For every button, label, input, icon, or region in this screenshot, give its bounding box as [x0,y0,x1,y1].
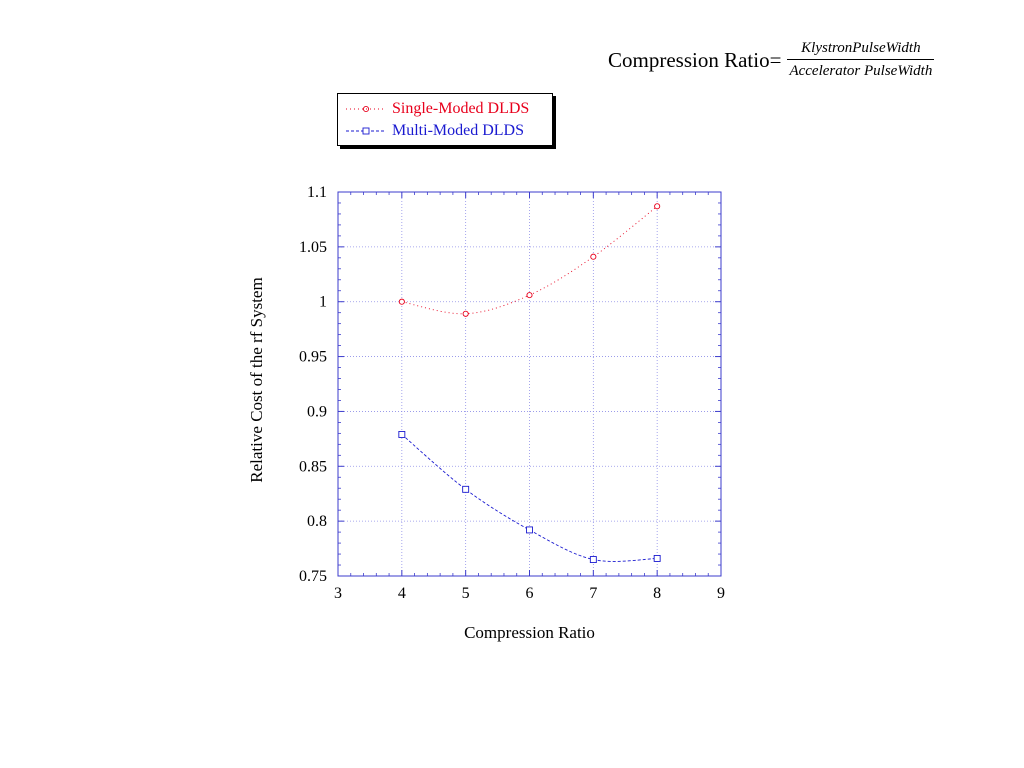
axis-ticks [337,191,722,577]
y-tick-label: 0.9 [307,403,327,420]
y-axis-title: Relative Cost of the rf System [247,277,266,482]
tick-labels: 3 4 5 6 7 8 9 0.75 0.8 0.85 0.9 0.95 1 1.05 1.1 [299,184,725,602]
data-point-circle [526,292,533,299]
x-tick-label: 6 [526,585,534,602]
data-point-square [653,554,661,562]
legend-label-multi-moded: Multi-Moded DLDS [392,122,524,139]
x-axis-title: Compression Ratio [464,623,595,642]
y-tick-label: 0.95 [299,349,327,366]
data-point-circle [462,310,469,317]
data-point-circle [654,203,661,210]
y-tick-label: 1.05 [299,239,327,256]
data-point-square [589,556,597,563]
legend-entry-single-moded: Single-Moded DLDS [344,99,529,119]
data-point-square [462,485,470,493]
formula-denominator: Accelerator PulseWidth [789,63,933,79]
fraction-bar [787,59,935,60]
x-tick-label: 8 [653,585,661,602]
formula-numerator: KlystronPulseWidth [801,40,921,56]
series-single-moded [398,203,661,317]
grid-lines [338,192,721,576]
x-tick-label: 3 [334,585,342,602]
series-line [401,434,658,562]
data-point-circle [398,298,405,305]
y-tick-label: 0.8 [307,513,327,530]
legend-entry-multi-moded: Multi-Moded DLDS [344,121,524,141]
chart-legend: Single-Moded DLDS Multi-Moded DLDS [337,93,553,146]
compression-ratio-formula: Compression Ratio= KlystronPulseWidth Ac… [608,40,935,80]
y-tick-label: 0.75 [299,568,327,585]
legend-swatch-square-icon [346,127,386,135]
y-tick-label: 0.85 [299,458,327,475]
x-tick-label: 4 [398,585,406,602]
legend-swatch-circle-icon [346,105,386,113]
series-multi-moded [398,431,661,563]
legend-label-single-moded: Single-Moded DLDS [392,100,530,117]
x-tick-label: 9 [717,585,725,602]
series-layer [398,203,661,563]
data-point-square [526,526,533,534]
y-tick-label: 1 [319,294,327,311]
x-tick-label: 7 [589,585,597,602]
formula-lhs: Compression Ratio= [608,47,782,72]
formula-fraction: KlystronPulseWidth Accelerator PulseWidt… [787,40,935,80]
y-tick-label: 1.1 [307,184,327,201]
data-point-circle [590,253,597,260]
x-tick-label: 5 [462,585,470,602]
data-point-square [398,431,406,438]
